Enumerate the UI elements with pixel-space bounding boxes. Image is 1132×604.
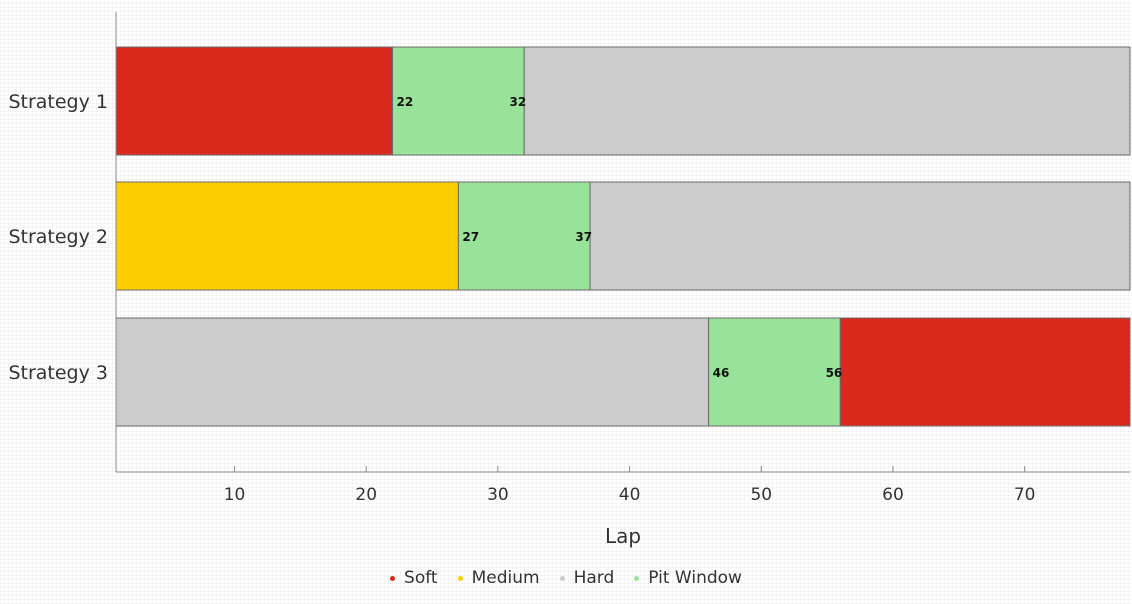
x-tick-label: 10 [224,485,246,505]
legend-item-soft: Soft [390,568,438,588]
pit-end-label: 32 [510,95,527,109]
strategy-1-soft-bar [115,46,394,156]
pit-start-label: 27 [462,230,479,244]
labels-layer: Strategy 1 22 32 Strategy 2 27 37 Strategy 3 46… [8,91,1035,548]
strategy-3-soft-bar [839,317,1131,427]
x-tick-label: 20 [355,485,377,505]
strategy-1-pit-window-bar [392,46,525,156]
x-tick-label: 40 [619,485,641,505]
pit-start-label: 22 [397,95,414,109]
legend-item-pit-window: Pit Window [634,568,742,588]
legend: Soft Medium Hard Pit Window [0,566,1132,590]
legend-dot-icon [390,575,396,581]
legend-label: Pit Window [648,568,742,588]
category-label: Strategy 2 [8,226,108,248]
strategy-chart: Strategy 1 22 32 Strategy 2 27 37 Strategy 3 46… [8,12,1131,548]
pit-start-label: 46 [713,366,730,380]
legend-dot-icon [634,575,640,581]
x-tick-label: 70 [1014,485,1036,505]
legend-dot-icon [457,575,463,581]
legend-label: Hard [573,568,615,588]
legend-item-hard: Hard [559,568,615,588]
category-label: Strategy 1 [8,91,108,113]
strategy-3-pit-window-bar [708,317,841,427]
pit-end-label: 37 [575,230,592,244]
legend-item-medium: Medium [457,568,540,588]
strategy-2-pit-window-bar [457,181,591,291]
x-axis-label: Lap [605,524,641,548]
category-label: Strategy 3 [8,362,108,384]
strategy-1-hard-bar [523,46,1131,156]
legend-label: Medium [471,568,540,588]
strategy-2-medium-bar [115,181,459,291]
strategy-3-hard-bar [115,317,710,427]
strategy-2-hard-bar [589,181,1131,291]
x-tick-label: 30 [487,485,509,505]
axes-layer [115,12,1130,473]
legend-dot-icon [559,575,565,581]
x-tick-label: 60 [882,485,904,505]
bars-layer [115,46,1131,427]
legend-label: Soft [404,568,438,588]
x-tick-label: 50 [750,485,772,505]
pit-end-label: 56 [826,366,843,380]
